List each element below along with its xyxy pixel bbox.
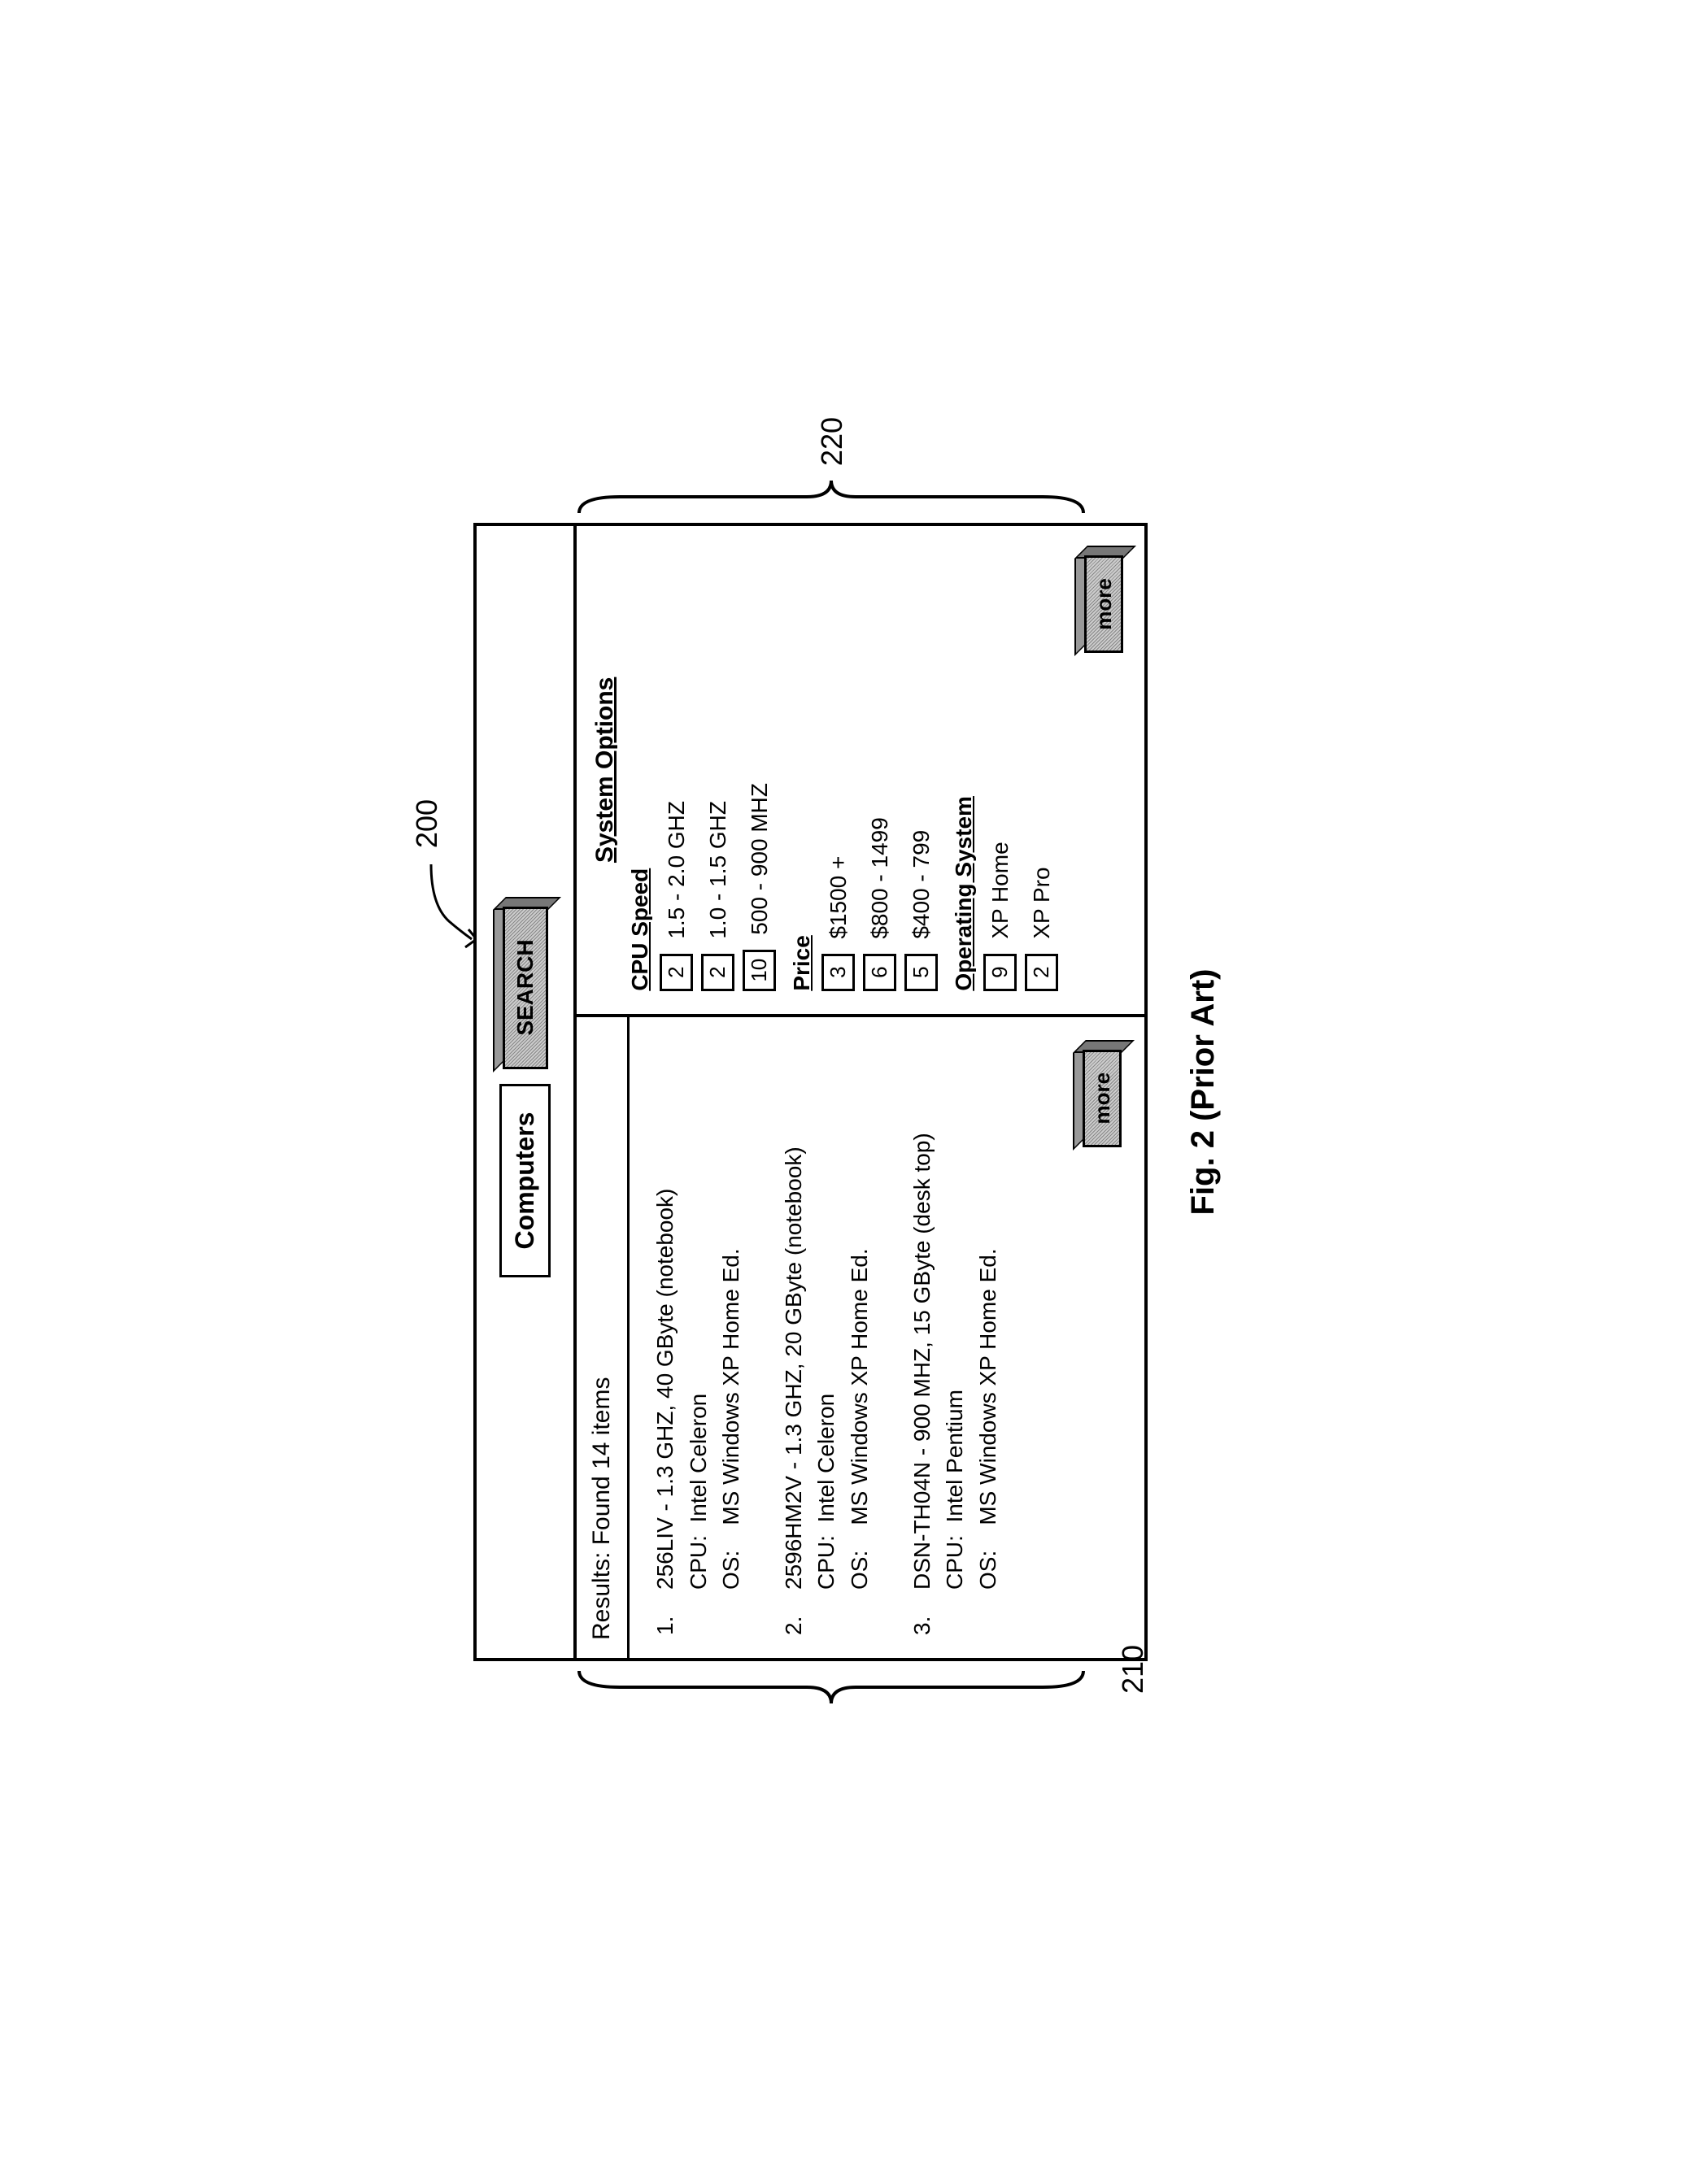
options-panel: System Options CPU Speed 2 1.5 - 2.0 GHZ… [577,526,1144,1014]
search-button-label: SEARCH [512,939,538,1035]
option-group-cpu: CPU Speed 2 1.5 - 2.0 GHZ 2 1.0 - 1.5 GH… [627,549,776,991]
option-label: $1500 + [826,856,852,939]
option-count: 2 [701,954,734,991]
result-title: DSN-TH04N - 900 MHZ, 15 GByte (desk top) [906,1133,939,1590]
option-row[interactable]: 3 $1500 + [821,549,855,991]
option-row[interactable]: 6 $800 - 1499 [863,549,896,991]
option-count: 2 [660,954,693,991]
callout-220-text: 220 [815,417,848,466]
result-os: OS: MS Windows XP Home Ed. [843,1146,877,1590]
option-count: 10 [743,950,776,991]
result-item[interactable]: 1. 256LIV - 1.3 GHZ, 40 GByte (notebook)… [649,1040,748,1635]
group-title: CPU Speed [627,549,653,991]
main-window: Computers SEARCH Results: Found 14 items… [473,523,1148,1661]
results-list: 1. 256LIV - 1.3 GHZ, 40 GByte (notebook)… [630,1017,1107,1658]
option-count: 6 [863,954,896,991]
result-cpu: CPU: Intel Pentium [939,1133,972,1590]
group-title: Price [789,549,815,991]
option-row[interactable]: 10 500 - 900 MHZ [743,549,776,991]
option-label: XP Home [987,842,1013,938]
option-label: 1.5 - 2.0 GHZ [664,801,690,939]
content-row: Results: Found 14 items 1. 256LIV - 1.3 … [577,526,1144,1658]
result-item[interactable]: 2. 2596HM2V - 1.3 GHZ, 20 GByte (noteboo… [778,1040,877,1635]
search-input[interactable]: Computers [499,1084,551,1278]
option-count: 9 [983,954,1017,991]
brace-220 [571,472,1092,521]
option-group-price: Price 3 $1500 + 6 $800 - 1499 5 $400 - 7… [789,549,938,991]
option-label: 500 - 900 MHZ [747,783,773,935]
group-title: Operating System [951,549,977,991]
option-label: XP Pro [1029,867,1055,938]
option-row[interactable]: 2 1.5 - 2.0 GHZ [660,549,693,991]
option-count: 2 [1025,954,1058,991]
results-panel: Results: Found 14 items 1. 256LIV - 1.3 … [577,1014,1144,1658]
figure-caption: Fig. 2 (Prior Art) [1185,523,1222,1661]
brace-210 [571,1663,1092,1712]
callout-210: 210 [1116,1645,1150,1694]
search-bar: Computers SEARCH [477,526,577,1658]
result-os: OS: MS Windows XP Home Ed. [715,1189,748,1590]
option-group-os: Operating System 9 XP Home 2 XP Pro [951,549,1058,991]
option-count: 5 [904,954,938,991]
options-title: System Options [591,549,619,991]
option-label: $800 - 1499 [867,817,893,938]
option-row[interactable]: 2 XP Pro [1025,549,1058,991]
result-num: 2. [778,1608,877,1635]
option-row[interactable]: 2 1.0 - 1.5 GHZ [701,549,734,991]
result-num: 3. [906,1608,1005,1635]
search-button[interactable]: SEARCH [503,907,548,1069]
option-count: 3 [821,954,855,991]
results-more-button[interactable]: more [1083,1050,1122,1147]
figure-container: 200 Computers SEARCH Results: Found 14 i… [473,523,1222,1661]
result-item[interactable]: 3. DSN-TH04N - 900 MHZ, 15 GByte (desk t… [906,1040,1005,1635]
result-title: 2596HM2V - 1.3 GHZ, 20 GByte (notebook) [778,1146,811,1590]
result-cpu: CPU: Intel Celeron [682,1189,716,1590]
search-input-value: Computers [510,1112,539,1250]
option-row[interactable]: 5 $400 - 799 [904,549,938,991]
option-label: 1.0 - 1.5 GHZ [705,801,731,939]
options-more-button[interactable]: more [1084,555,1123,653]
options-more-label: more [1092,578,1117,630]
results-more-label: more [1090,1072,1115,1125]
option-label: $400 - 799 [909,830,935,939]
callout-200: 200 [410,799,444,848]
callout-210-text: 210 [1116,1645,1149,1694]
option-row[interactable]: 9 XP Home [983,549,1017,991]
results-header: Results: Found 14 items [577,1017,630,1658]
callout-220: 220 [815,417,849,466]
result-cpu: CPU: Intel Celeron [810,1146,843,1590]
result-os: OS: MS Windows XP Home Ed. [972,1133,1005,1590]
result-num: 1. [649,1608,748,1635]
callout-200-text: 200 [410,799,443,848]
result-title: 256LIV - 1.3 GHZ, 40 GByte (notebook) [649,1189,682,1590]
